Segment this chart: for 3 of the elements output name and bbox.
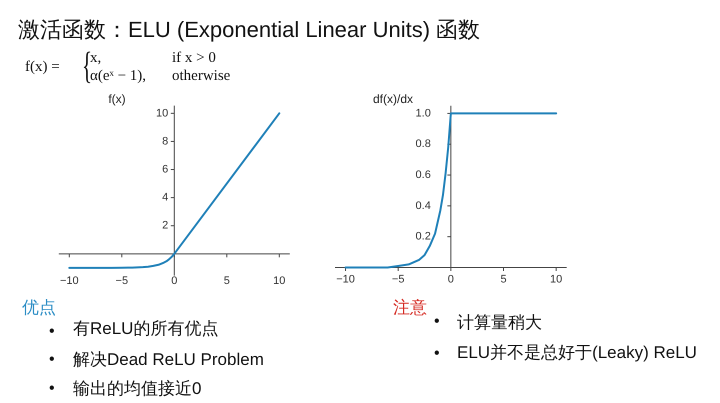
chart1-ylabel: df(x)/dx — [373, 92, 413, 106]
chart0-ylabel: f(x) — [108, 92, 126, 106]
title: 激活函数：ELU (Exponential Linear Units) 函数 — [18, 17, 480, 42]
